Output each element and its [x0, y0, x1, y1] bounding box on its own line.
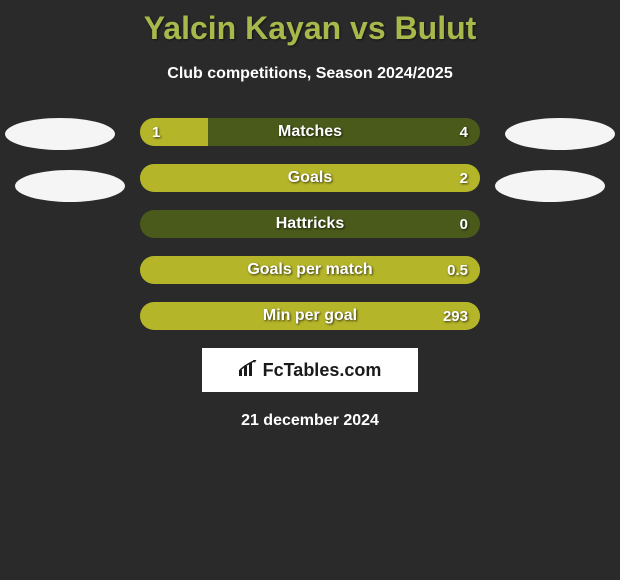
- player1-badge: [15, 170, 125, 202]
- page-title: Yalcin Kayan vs Bulut: [0, 0, 620, 47]
- stat-bar: 0Hattricks: [140, 210, 480, 238]
- player2-avatar: [505, 118, 615, 150]
- bar-label: Min per goal: [140, 302, 480, 330]
- stat-bar: 293Min per goal: [140, 302, 480, 330]
- player2-badge: [495, 170, 605, 202]
- site-logo[interactable]: FcTables.com: [202, 348, 418, 392]
- date-label: 21 december 2024: [0, 412, 620, 430]
- logo-text: FcTables.com: [263, 360, 382, 381]
- stat-bar: 14Matches: [140, 118, 480, 146]
- bar-label: Goals per match: [140, 256, 480, 284]
- comparison-chart: 14Matches 2Goals 0Hattricks 0.5Goals per ma…: [0, 118, 620, 330]
- bar-label: Goals: [140, 164, 480, 192]
- bars-container: 14Matches 2Goals 0Hattricks 0.5Goals per ma…: [140, 118, 480, 330]
- stat-bar: 0.5Goals per match: [140, 256, 480, 284]
- subtitle: Club competitions, Season 2024/2025: [0, 65, 620, 83]
- stat-bar: 2Goals: [140, 164, 480, 192]
- chart-icon: [239, 360, 259, 381]
- player1-avatar: [5, 118, 115, 150]
- bar-label: Matches: [140, 118, 480, 146]
- bar-label: Hattricks: [140, 210, 480, 238]
